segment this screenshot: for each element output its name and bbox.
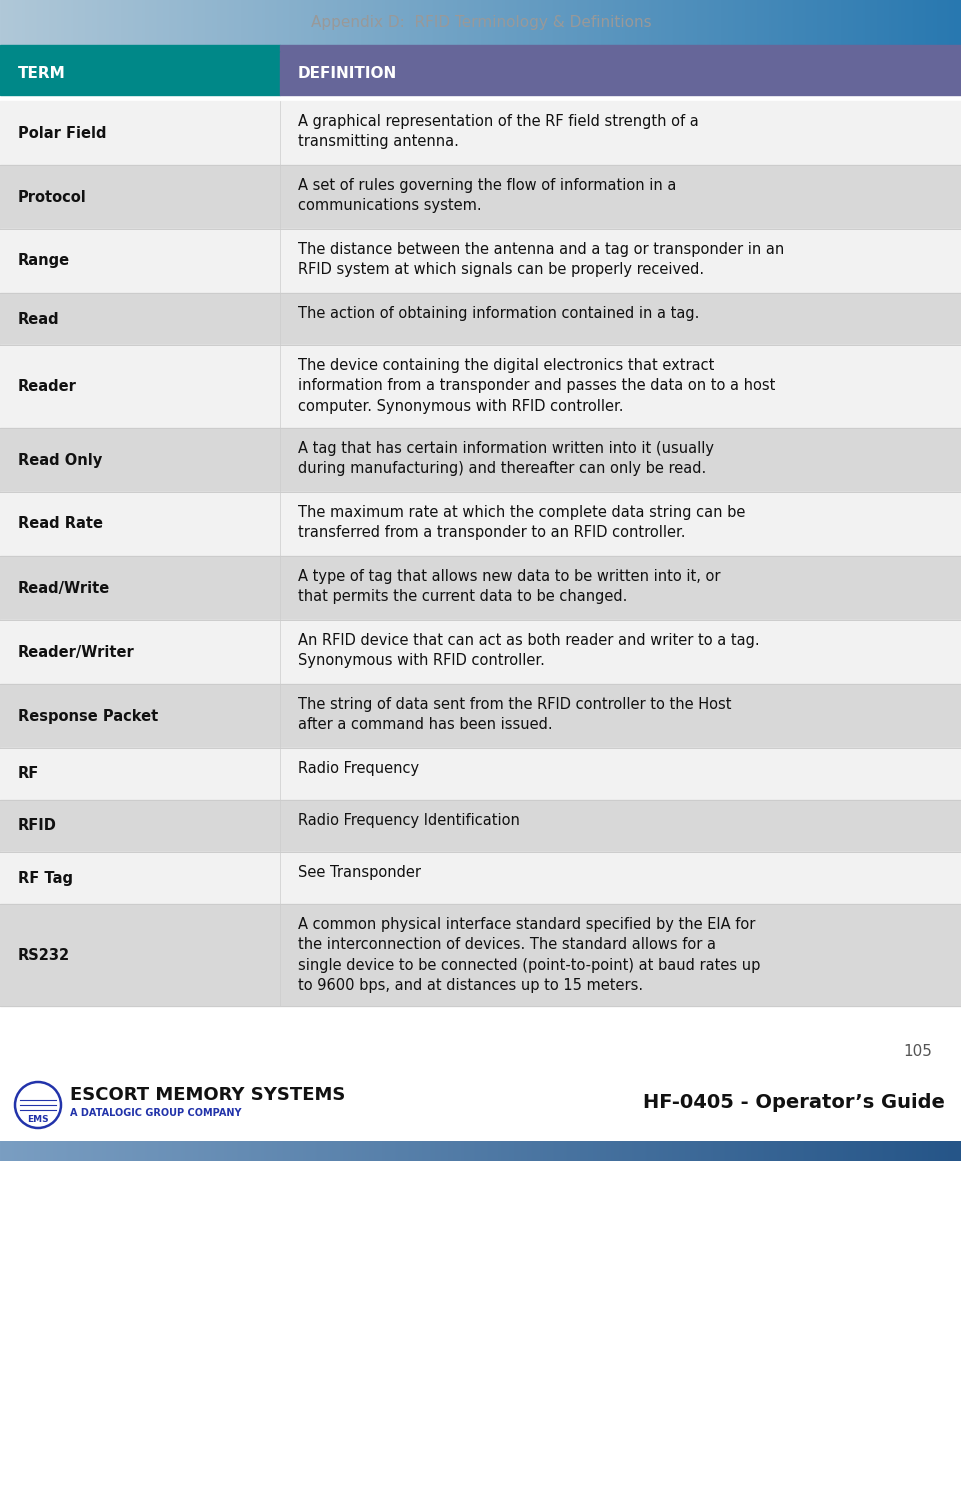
Text: Read/Write: Read/Write: [18, 580, 111, 595]
Bar: [280, 45, 961, 52]
Bar: [0, 492, 961, 556]
Text: A type of tag that allows new data to be written into it, or
that permits the cu: A type of tag that allows new data to be…: [298, 570, 720, 604]
Text: The distance between the antenna and a tag or transponder in an
RFID system at w: The distance between the antenna and a t…: [298, 242, 783, 278]
Text: DEFINITION: DEFINITION: [298, 65, 397, 80]
Text: The action of obtaining information contained in a tag.: The action of obtaining information cont…: [298, 306, 699, 321]
Text: Response Packet: Response Packet: [18, 708, 159, 724]
Text: RFID: RFID: [18, 818, 57, 834]
Text: See Transponder: See Transponder: [298, 865, 421, 880]
Text: A common physical interface standard specified by the EIA for
the interconnectio: A common physical interface standard spe…: [298, 917, 759, 993]
Bar: [0, 620, 961, 684]
Text: Appendix D:  RFID Terminology & Definitions: Appendix D: RFID Terminology & Definitio…: [310, 15, 651, 30]
Bar: [0, 101, 961, 165]
Bar: [0, 904, 961, 1007]
Text: EMS: EMS: [27, 1114, 49, 1124]
Text: The string of data sent from the RFID controller to the Host
after a command has: The string of data sent from the RFID co…: [298, 697, 730, 733]
Bar: [0, 345, 961, 428]
Text: ESCORT MEMORY SYSTEMS: ESCORT MEMORY SYSTEMS: [70, 1086, 345, 1103]
Text: RF Tag: RF Tag: [18, 870, 73, 885]
Text: A tag that has certain information written into it (usually
during manufacturing: A tag that has certain information writt…: [298, 442, 713, 476]
Text: Polar Field: Polar Field: [18, 125, 107, 140]
Bar: [0, 428, 961, 492]
Circle shape: [15, 1083, 61, 1129]
Text: A DATALOGIC GROUP COMPANY: A DATALOGIC GROUP COMPANY: [70, 1108, 241, 1118]
Text: Reader: Reader: [18, 379, 77, 394]
Text: RS232: RS232: [18, 947, 70, 962]
Bar: [0, 45, 280, 52]
Text: Range: Range: [18, 253, 70, 269]
Bar: [0, 293, 961, 345]
Bar: [0, 556, 961, 620]
Text: A graphical representation of the RF field strength of a
transmitting antenna.: A graphical representation of the RF fie…: [298, 114, 698, 149]
Bar: [0, 684, 961, 748]
Bar: [0, 52, 280, 95]
Bar: [0, 800, 961, 852]
Text: Radio Frequency: Radio Frequency: [298, 761, 419, 776]
Text: The maximum rate at which the complete data string can be
transferred from a tra: The maximum rate at which the complete d…: [298, 506, 745, 540]
Text: 105: 105: [902, 1044, 931, 1059]
Text: An RFID device that can act as both reader and writer to a tag.
Synonymous with : An RFID device that can act as both read…: [298, 633, 759, 668]
Text: RF: RF: [18, 766, 39, 782]
Text: TERM: TERM: [18, 65, 65, 80]
Text: Read Only: Read Only: [18, 452, 102, 467]
Bar: [0, 852, 961, 904]
Text: Protocol: Protocol: [18, 189, 86, 205]
Text: Read Rate: Read Rate: [18, 516, 103, 531]
Text: HF-0405 - Operator’s Guide: HF-0405 - Operator’s Guide: [643, 1093, 944, 1112]
Bar: [0, 748, 961, 800]
Text: A set of rules governing the flow of information in a
communications system.: A set of rules governing the flow of inf…: [298, 178, 676, 214]
Text: Radio Frequency Identification: Radio Frequency Identification: [298, 813, 519, 828]
Bar: [0, 229, 961, 293]
Bar: [280, 52, 961, 95]
Text: Reader/Writer: Reader/Writer: [18, 644, 135, 660]
Text: Read: Read: [18, 311, 60, 327]
Bar: [0, 165, 961, 229]
Text: The device containing the digital electronics that extract
information from a tr: The device containing the digital electr…: [298, 358, 775, 413]
